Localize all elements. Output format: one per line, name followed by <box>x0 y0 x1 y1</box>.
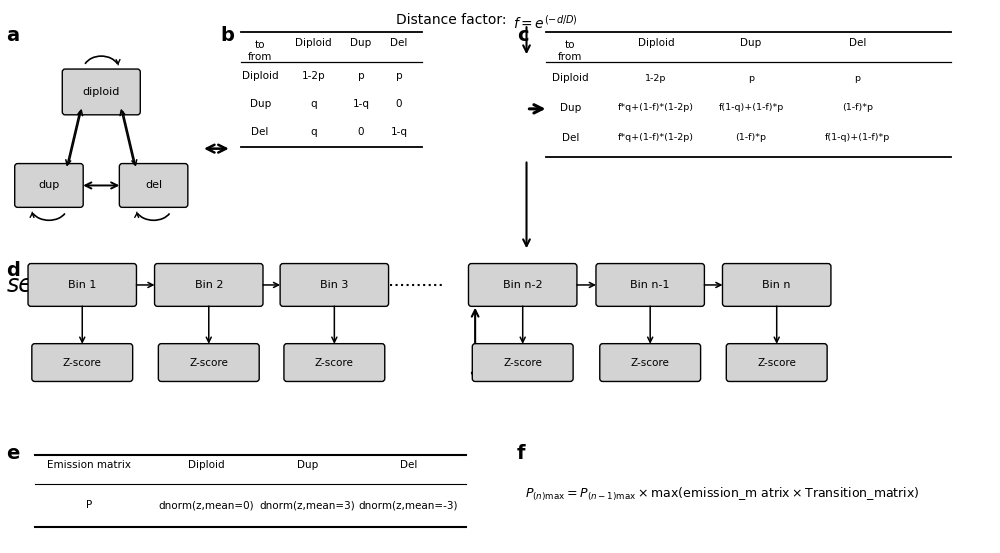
Text: Z-score: Z-score <box>315 358 354 368</box>
Text: 1-2p: 1-2p <box>645 74 667 82</box>
Text: Z-score: Z-score <box>631 358 670 368</box>
FancyBboxPatch shape <box>15 164 83 207</box>
Text: Bin 3: Bin 3 <box>320 280 349 290</box>
Text: 1-2p: 1-2p <box>302 71 325 81</box>
Text: $f = e^{(-d/D)}$: $f = e^{(-d/D)}$ <box>513 13 578 31</box>
Text: a: a <box>6 26 19 45</box>
Text: b: b <box>220 26 234 45</box>
Text: Dup: Dup <box>740 38 762 48</box>
Text: f(1-q)+(1-f)*p: f(1-q)+(1-f)*p <box>718 103 784 112</box>
Text: Del: Del <box>849 38 866 48</box>
Text: del: del <box>145 180 162 190</box>
FancyBboxPatch shape <box>119 164 188 207</box>
Text: Bin n: Bin n <box>762 280 791 290</box>
Text: Dup: Dup <box>350 38 372 48</box>
Text: c: c <box>517 26 529 45</box>
Text: Dup: Dup <box>297 460 318 470</box>
Text: dnorm(z,mean=0): dnorm(z,mean=0) <box>158 500 254 510</box>
Text: p: p <box>748 74 754 82</box>
Text: f*q+(1-f)*(1-2p): f*q+(1-f)*(1-2p) <box>618 103 694 112</box>
Text: seq: seq <box>7 273 49 297</box>
FancyBboxPatch shape <box>62 69 140 115</box>
Text: to
from: to from <box>558 40 582 62</box>
Text: Dup: Dup <box>560 103 581 113</box>
FancyBboxPatch shape <box>600 343 701 382</box>
Text: Del: Del <box>251 127 269 137</box>
Text: f: f <box>517 444 526 463</box>
Text: p: p <box>396 71 402 81</box>
Text: f(1-q)+(1-f)*p: f(1-q)+(1-f)*p <box>825 133 890 142</box>
FancyBboxPatch shape <box>468 264 577 306</box>
Text: Diploid: Diploid <box>188 460 224 470</box>
Text: d: d <box>6 261 20 280</box>
FancyBboxPatch shape <box>155 264 263 306</box>
Text: Del: Del <box>400 460 417 470</box>
Text: Bin n-1: Bin n-1 <box>630 280 670 290</box>
Text: 1-q: 1-q <box>352 99 369 109</box>
Text: dnorm(z,mean=-3): dnorm(z,mean=-3) <box>359 500 458 510</box>
Text: $P_{(n)\mathrm{max}} = P_{(n-1)\mathrm{max}}\times \mathrm{max(emission\_m\ atri: $P_{(n)\mathrm{max}} = P_{(n-1)\mathrm{m… <box>525 486 919 503</box>
Text: p: p <box>358 71 364 81</box>
FancyBboxPatch shape <box>28 264 136 306</box>
Text: Bin 2: Bin 2 <box>195 280 223 290</box>
Text: p: p <box>855 74 861 82</box>
Text: f*q+(1-f)*(1-2p): f*q+(1-f)*(1-2p) <box>618 133 694 142</box>
Text: to
from: to from <box>248 40 272 62</box>
Text: 0: 0 <box>396 99 402 109</box>
Text: Z-score: Z-score <box>503 358 542 368</box>
Text: Dup: Dup <box>250 99 271 109</box>
FancyBboxPatch shape <box>596 264 704 306</box>
FancyBboxPatch shape <box>280 264 389 306</box>
Text: Del: Del <box>562 133 579 143</box>
Text: diploid: diploid <box>83 87 120 97</box>
FancyBboxPatch shape <box>722 264 831 306</box>
Text: Z-score: Z-score <box>757 358 796 368</box>
Text: q: q <box>310 99 317 109</box>
Text: (1-f)*p: (1-f)*p <box>842 103 873 112</box>
Text: Diploid: Diploid <box>242 71 278 81</box>
FancyBboxPatch shape <box>32 343 133 382</box>
Text: 0: 0 <box>358 127 364 137</box>
FancyBboxPatch shape <box>284 343 385 382</box>
Text: 1-q: 1-q <box>391 127 408 137</box>
Text: Distance factor:: Distance factor: <box>396 13 520 27</box>
Text: Bin n-2: Bin n-2 <box>503 280 543 290</box>
Text: P: P <box>86 500 92 510</box>
Text: Z-score: Z-score <box>189 358 228 368</box>
Text: Diploid: Diploid <box>552 73 589 83</box>
Text: Z-score: Z-score <box>63 358 102 368</box>
Text: Diploid: Diploid <box>638 38 674 48</box>
Text: e: e <box>6 444 20 463</box>
Text: (1-f)*p: (1-f)*p <box>736 133 767 142</box>
Text: Diploid: Diploid <box>295 38 332 48</box>
Text: dnorm(z,mean=3): dnorm(z,mean=3) <box>260 500 356 510</box>
Text: dup: dup <box>38 180 60 190</box>
FancyBboxPatch shape <box>726 343 827 382</box>
FancyBboxPatch shape <box>472 343 573 382</box>
Text: Bin 1: Bin 1 <box>68 280 96 290</box>
FancyBboxPatch shape <box>158 343 259 382</box>
Text: Emission matrix: Emission matrix <box>47 460 131 470</box>
Text: q: q <box>310 127 317 137</box>
Text: Del: Del <box>390 38 408 48</box>
